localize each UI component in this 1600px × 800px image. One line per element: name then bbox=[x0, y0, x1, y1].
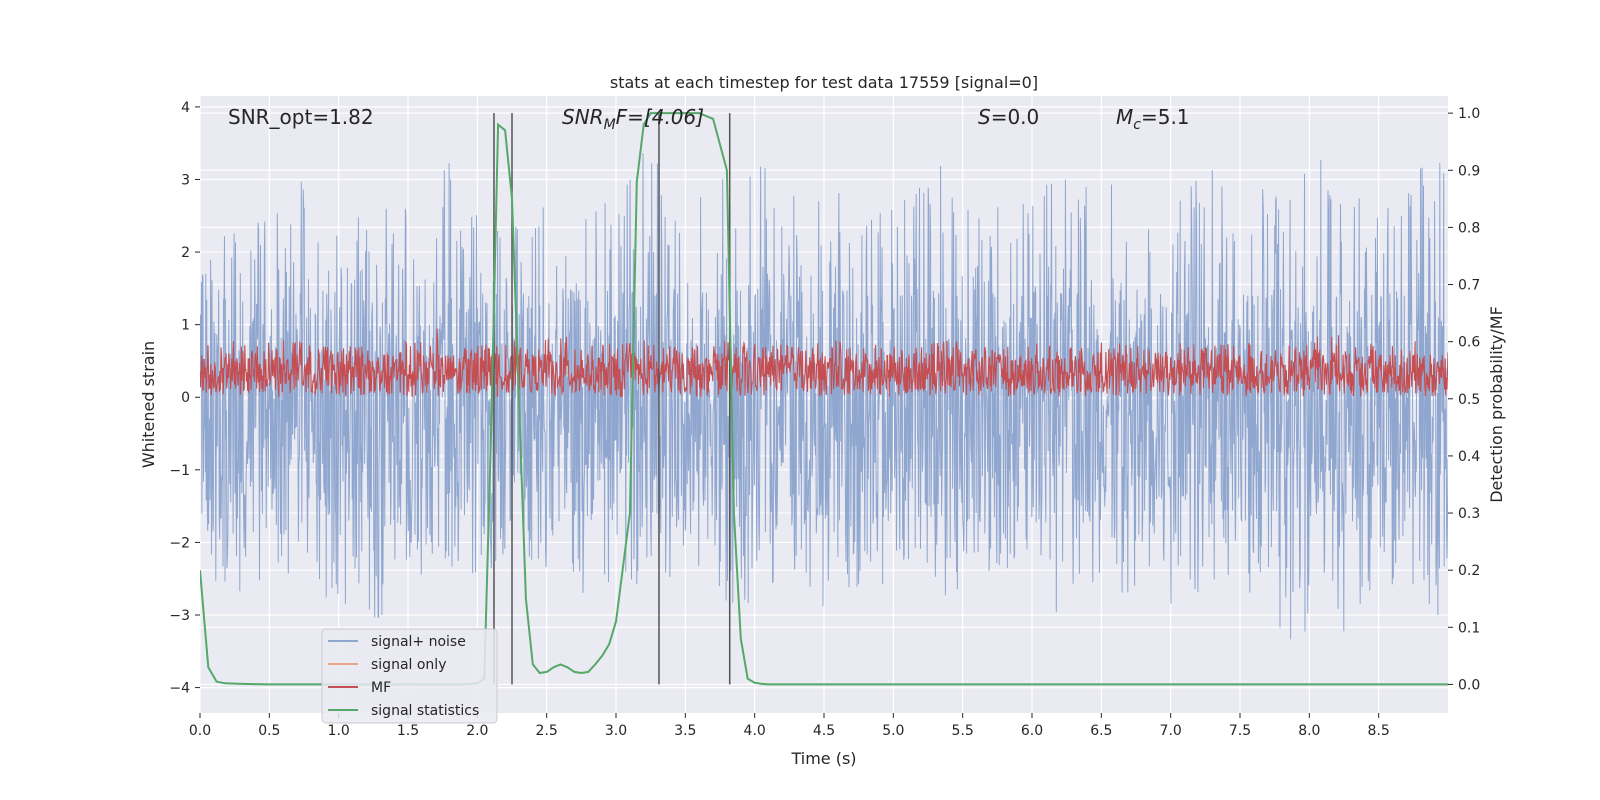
x-tick-label-14: 7.0 bbox=[1160, 723, 1182, 739]
y-left-tick-label-0: −4 bbox=[169, 681, 190, 697]
y-axis-left-label: Whitened strain bbox=[139, 341, 158, 468]
signal-plus-noise-series bbox=[200, 153, 1448, 640]
y-right-tick-label-1: 0.1 bbox=[1458, 620, 1480, 636]
y-left-tick-label-6: 2 bbox=[181, 245, 190, 261]
y-right-tick-label-0: 0.0 bbox=[1458, 677, 1480, 693]
mf-series bbox=[200, 328, 1448, 398]
y-left-tick-label-7: 3 bbox=[181, 172, 190, 188]
x-tick-label-2: 1.0 bbox=[328, 723, 350, 739]
x-tick-label-5: 2.5 bbox=[536, 723, 558, 739]
legend-label-signal-statistics: signal statistics bbox=[371, 703, 479, 719]
annotation-snr-opt: SNR_opt=1.82 bbox=[228, 105, 374, 129]
y-right-tick-label-9: 0.9 bbox=[1458, 163, 1480, 179]
y-left-tick-label-5: 1 bbox=[181, 318, 190, 334]
x-tick-label-17: 8.5 bbox=[1368, 723, 1390, 739]
y-left-tick-label-4: 0 bbox=[181, 390, 190, 406]
y-right-tick-label-5: 0.5 bbox=[1458, 392, 1480, 408]
y-right-tick-label-10: 1.0 bbox=[1458, 106, 1480, 122]
chart-title: stats at each timestep for test data 175… bbox=[610, 73, 1038, 92]
y-axis-right-label: Detection probability/MF bbox=[1487, 306, 1506, 503]
legend-label-signal-plus-noise: signal+ noise bbox=[371, 634, 466, 650]
y-left-tick-label-2: −2 bbox=[169, 535, 190, 551]
annotation-mc: Mc=5.1 bbox=[1116, 105, 1190, 133]
legend-label-signal-only: signal only bbox=[371, 657, 446, 673]
x-tick-label-12: 6.0 bbox=[1021, 723, 1043, 739]
x-tick-label-1: 0.5 bbox=[258, 723, 280, 739]
x-tick-label-9: 4.5 bbox=[813, 723, 835, 739]
mf-line bbox=[200, 328, 1448, 398]
annotation-s: S=0.0 bbox=[978, 105, 1039, 129]
x-tick-label-16: 8.0 bbox=[1298, 723, 1320, 739]
x-tick-label-15: 7.5 bbox=[1229, 723, 1251, 739]
y-axis-left-ticks: −4 −3 −2 −1 0 1 2 3 4 bbox=[169, 100, 200, 697]
x-tick-label-6: 3.0 bbox=[605, 723, 627, 739]
x-tick-label-4: 2.0 bbox=[466, 723, 488, 739]
x-tick-label-8: 4.0 bbox=[744, 723, 766, 739]
x-tick-label-0: 0.0 bbox=[189, 723, 211, 739]
x-tick-label-11: 5.5 bbox=[952, 723, 974, 739]
y-right-tick-label-2: 0.2 bbox=[1458, 563, 1480, 579]
legend-box bbox=[321, 628, 498, 724]
legend-label-mf: MF bbox=[371, 680, 391, 696]
x-tick-label-10: 5.0 bbox=[882, 723, 904, 739]
y-right-tick-label-8: 0.8 bbox=[1458, 220, 1480, 236]
signal-plus-noise-line bbox=[200, 153, 1448, 640]
y-left-tick-label-3: −1 bbox=[169, 463, 190, 479]
y-right-tick-label-4: 0.4 bbox=[1458, 449, 1480, 465]
legend: signal+ noise signal only MF signal stat… bbox=[321, 628, 498, 724]
x-tick-label-3: 1.5 bbox=[397, 723, 419, 739]
y-left-tick-label-8: 4 bbox=[181, 100, 190, 116]
y-left-tick-label-1: −3 bbox=[169, 608, 190, 624]
y-axis-right-ticks: 0.0 0.1 0.2 0.3 0.4 0.5 0.6 0.7 0.8 0.9 1.0 bbox=[1448, 106, 1480, 693]
x-axis-label: Time (s) bbox=[790, 749, 856, 768]
x-tick-label-13: 6.5 bbox=[1090, 723, 1112, 739]
x-tick-label-7: 3.5 bbox=[674, 723, 696, 739]
y-right-tick-label-3: 0.3 bbox=[1458, 506, 1480, 522]
x-axis-ticks: 0.0 0.5 1.0 1.5 2.0 2.5 3.0 3.5 4.0 4.5 5.0 5.5 6.0 6… bbox=[189, 713, 1390, 739]
y-right-tick-label-6: 0.6 bbox=[1458, 335, 1480, 351]
annotation-snr-mf: SNRMF=[4.06] bbox=[562, 105, 704, 133]
y-right-tick-label-7: 0.7 bbox=[1458, 278, 1480, 294]
